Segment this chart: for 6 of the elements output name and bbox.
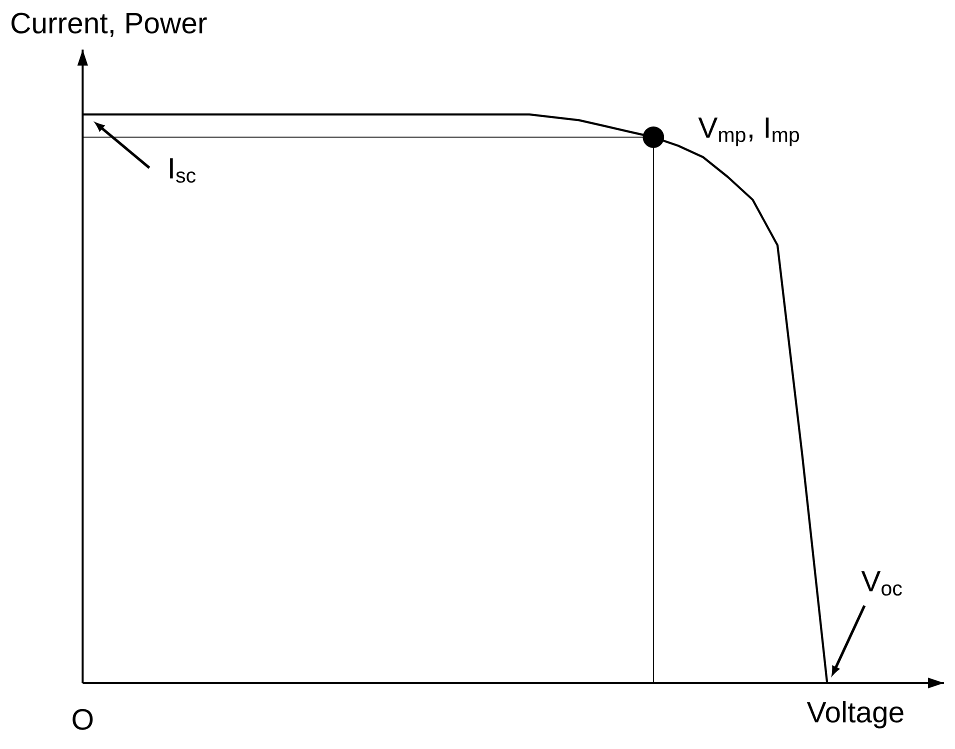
text: O (72, 709, 93, 730)
annotation: V$_{mp}$, I$_{mp}$ (698, 118, 800, 146)
text: V$_{oc}$ (861, 571, 902, 596)
x-axis-title: Voltage (806, 701, 904, 728)
y-axis-title: Current, Power (12, 12, 207, 37)
annotation: I$_{sc}$ (170, 158, 196, 183)
